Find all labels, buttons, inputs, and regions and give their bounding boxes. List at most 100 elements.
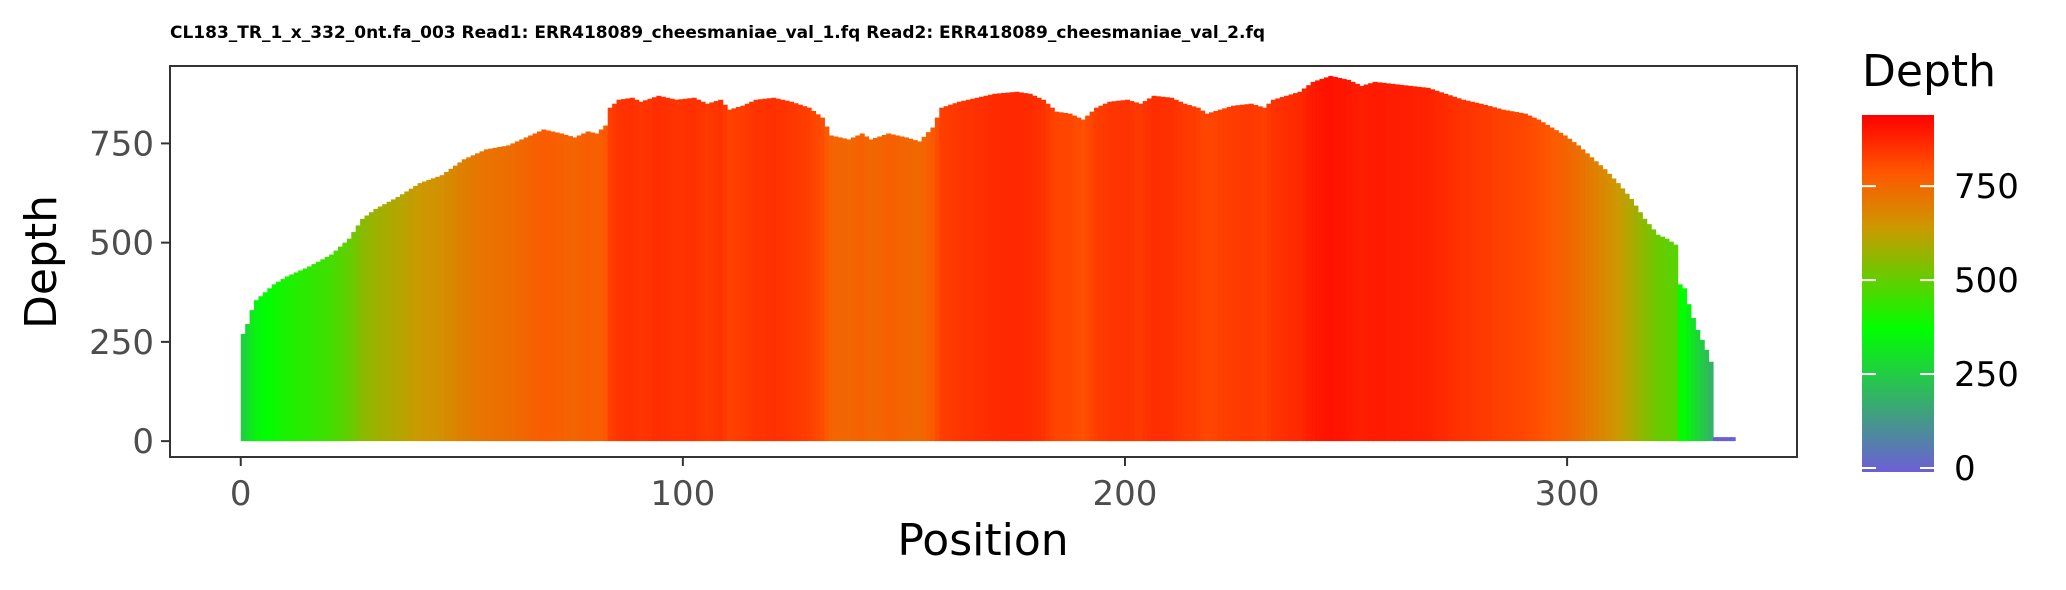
depth-bar [506,145,512,442]
depth-bar [1204,113,1210,442]
depth-bar [1323,77,1329,442]
depth-bar [1491,107,1497,442]
depth-bar [267,288,273,442]
depth-bar [249,310,255,442]
depth-bar [1544,124,1551,442]
depth-bar [828,135,834,442]
depth-bar [519,139,525,442]
depth-bar [1195,107,1201,442]
depth-bar [1624,193,1630,442]
depth-bar [1620,188,1626,442]
depth-bar [1646,224,1652,442]
depth-bar [1208,112,1214,442]
depth-bar [258,296,264,442]
depth-bar [1239,104,1245,442]
depth-bar [1704,349,1710,442]
depth-bar [1690,318,1696,442]
depth-bar [594,133,600,442]
depth-bar [1120,100,1126,442]
depth-bar [1067,113,1073,442]
depth-bar [1063,112,1069,442]
depth-bar [1385,83,1391,442]
y-tick-label: 250 [89,323,154,363]
depth-bar [864,136,870,442]
depth-bar [643,100,649,442]
depth-bar [797,104,803,442]
depth-bar [749,101,755,442]
depth-bar [276,281,282,442]
depth-bar [262,292,268,442]
depth-bar [850,137,856,442]
depth-bar [1279,97,1285,442]
depth-bar [271,284,277,442]
depth-bar [660,96,666,442]
depth-bar [819,117,825,442]
depth-bar [514,141,520,442]
depth-bar [1129,101,1135,442]
depth-bar [1460,99,1467,442]
depth-bar [727,109,733,442]
depth-bar [616,99,622,442]
depth-bar [1730,437,1736,442]
depth-bar [289,274,295,442]
depth-bar [1213,110,1219,442]
depth-bar [1337,77,1343,442]
depth-bar [320,259,326,442]
depth-bar [1403,85,1409,442]
depth-bar [1549,127,1555,442]
depth-bar [1235,105,1241,442]
depth-bar [1186,105,1192,442]
depth-bar [665,97,671,442]
depth-bar [629,97,635,442]
depth-bar [970,98,976,442]
depth-bar [1518,112,1524,442]
depth-bar [315,261,321,442]
depth-bar [744,103,750,442]
depth-bar [1443,93,1449,442]
depth-bar [245,324,251,442]
depth-bar [943,106,949,442]
depth-bar [868,139,874,442]
depth-bar [488,148,494,442]
depth-bar [368,212,374,442]
depth-bar [466,157,472,442]
depth-bar [881,134,887,442]
depth-bar [435,176,441,442]
depth-bar [1138,103,1144,442]
depth-bar [1615,183,1621,442]
depth-bar [1673,244,1679,442]
depth-bar [1465,100,1471,442]
y-axis: 0 250 500 750 [89,124,170,462]
depth-bar [842,138,848,442]
depth-bar [678,99,684,442]
depth-bar [581,133,587,442]
depth-bar [1571,142,1577,442]
depth-bar [1580,149,1586,442]
depth-bar [996,93,1002,442]
depth-bar [1248,103,1254,442]
depth-bar [1540,122,1546,442]
depth-bar [1536,119,1542,442]
depth-bar [457,162,463,442]
depth-bar [1173,99,1179,442]
depth-bar [1407,85,1413,442]
depth-bar [1434,90,1440,442]
depth-bar [1425,87,1431,442]
depth-bar [1637,212,1643,442]
depth-bar [1412,86,1418,442]
depth-bar [1354,83,1360,442]
depth-bar [899,136,905,442]
depth-bars [240,75,1736,442]
legend-tick-label: 250 [1954,355,2019,395]
depth-bar [1151,95,1157,442]
depth-bar [1483,104,1489,442]
depth-bar [1231,105,1237,442]
depth-bar [382,204,388,442]
depth-bar [651,97,657,442]
depth-bar [903,137,909,442]
depth-bar [280,279,286,442]
depth-bar [536,131,542,442]
depth-bar [1164,97,1170,442]
depth-bar [638,101,644,442]
depth-bar [1584,153,1590,442]
